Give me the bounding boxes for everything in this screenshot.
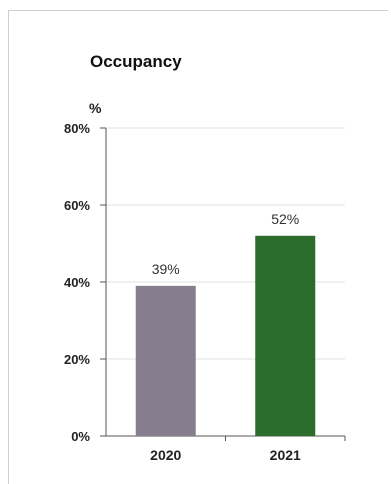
y-tick-label: 60%: [64, 198, 90, 213]
chart-frame: [8, 10, 388, 484]
x-tick-label: 2021: [270, 447, 301, 463]
y-axis-unit-label: %: [89, 100, 102, 116]
y-tick-label: 80%: [64, 121, 90, 136]
bar-2020: [135, 285, 196, 436]
bar-value-label: 52%: [271, 211, 299, 227]
y-tick-label: 0%: [71, 429, 90, 444]
bar-2021: [255, 235, 316, 436]
bar-value-label: 39%: [152, 261, 180, 277]
chart-title: Occupancy: [90, 52, 182, 71]
y-tick-label: 20%: [64, 352, 90, 367]
x-tick-label: 2020: [150, 447, 181, 463]
y-tick-label: 40%: [64, 275, 90, 290]
